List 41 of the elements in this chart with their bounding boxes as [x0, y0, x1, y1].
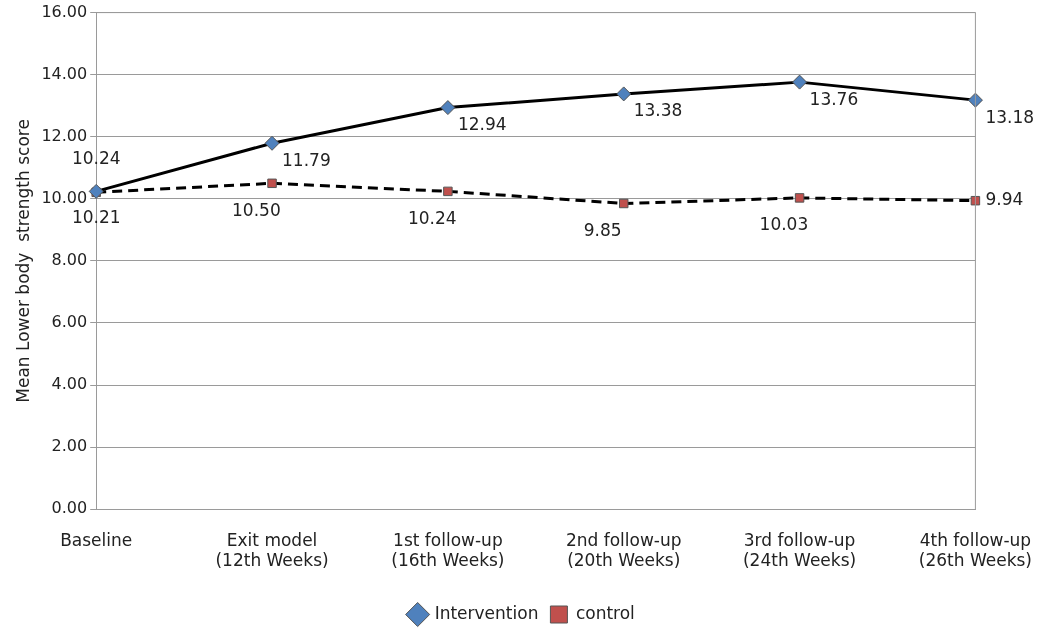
y-tick-label: 4.00	[51, 374, 88, 394]
point	[967, 92, 983, 108]
data-label: 9.85	[583, 219, 622, 240]
x-tick-label: 4th follow-up (26th Weeks)	[918, 529, 1033, 571]
data-label: 9.94	[985, 189, 1024, 210]
y-tick-label: 8.00	[51, 250, 88, 270]
point	[440, 100, 456, 116]
data-label: 13.38	[633, 100, 683, 121]
data-label: 11.79	[282, 149, 331, 170]
data-label: 10.24	[407, 207, 457, 228]
y-tick-label: 6.00	[51, 312, 88, 332]
x-tick-label: 3rd follow-up (24th Weeks)	[742, 529, 857, 571]
point	[794, 193, 805, 203]
point	[443, 186, 453, 197]
y-tick-label: 10.00	[41, 187, 88, 207]
data-label: 10.21	[71, 206, 121, 227]
point	[264, 135, 280, 151]
y-tick-label: 2.00	[51, 436, 88, 456]
x-tick-label: Exit model (12th Weeks)	[215, 529, 329, 571]
legend-label: Intervention	[434, 602, 539, 623]
legend-label: control	[575, 602, 635, 623]
y-tick-label: 0.00	[51, 498, 88, 518]
y-tick-label: 16.00	[41, 1, 88, 21]
x-tick-label: 1st follow-up (16th Weeks)	[391, 529, 505, 571]
point	[970, 195, 981, 206]
point	[618, 198, 629, 209]
data-label: 10.03	[759, 214, 809, 235]
x-tick-label: Baseline	[60, 529, 133, 550]
data-label: 10.50	[232, 199, 281, 220]
point	[616, 86, 632, 102]
data-label: 12.94	[457, 114, 507, 134]
x-tick-label: 2nd follow-up (20th Weeks)	[565, 529, 682, 571]
data-label: 13.18	[985, 106, 1035, 127]
y-axis-title: Mean Lower body strength score	[12, 119, 33, 403]
y-tick-label: 12.00	[41, 125, 88, 145]
data-label: 13.76	[809, 88, 859, 109]
point	[88, 183, 104, 199]
point	[792, 74, 808, 90]
y-tick-label: 14.00	[41, 63, 88, 83]
data-label: 10.24	[71, 147, 121, 168]
point	[267, 178, 277, 189]
